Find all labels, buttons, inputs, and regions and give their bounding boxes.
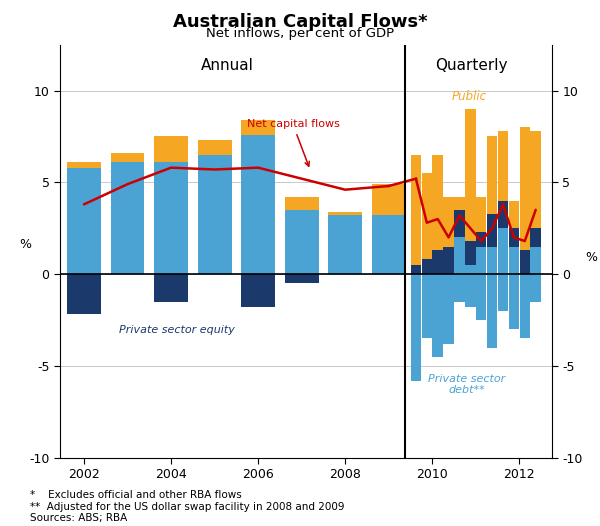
Bar — [509, 247, 519, 274]
Bar — [487, 214, 497, 247]
Text: Private sector equity: Private sector equity — [119, 325, 235, 335]
Bar — [443, 197, 454, 274]
Bar — [284, 274, 319, 284]
Bar — [476, 274, 487, 320]
Text: **  Adjusted for the US dollar swap facility in 2008 and 2009: ** Adjusted for the US dollar swap facil… — [30, 502, 344, 512]
Bar — [476, 232, 487, 247]
Bar — [67, 274, 101, 315]
Bar — [154, 274, 188, 301]
Bar — [498, 131, 508, 274]
Bar — [67, 162, 101, 168]
Text: Quarterly: Quarterly — [435, 57, 508, 73]
Bar — [241, 135, 275, 274]
Text: Net inflows, per cent of GDP: Net inflows, per cent of GDP — [206, 27, 394, 41]
Bar — [487, 247, 497, 274]
Bar — [284, 197, 319, 210]
Bar — [476, 247, 487, 274]
Bar — [487, 136, 497, 274]
Bar — [454, 237, 465, 274]
Bar — [509, 228, 519, 247]
Bar — [498, 274, 508, 311]
Bar — [433, 274, 443, 357]
Bar — [454, 210, 465, 237]
Bar — [197, 155, 232, 274]
Text: Sources: ABS; RBA: Sources: ABS; RBA — [30, 513, 127, 523]
Bar — [520, 127, 530, 274]
Bar — [422, 173, 432, 274]
Bar — [241, 274, 275, 307]
Y-axis label: %: % — [20, 238, 32, 251]
Bar — [509, 201, 519, 274]
Bar — [530, 228, 541, 247]
Bar — [241, 120, 275, 135]
Bar — [465, 241, 476, 265]
Bar — [110, 153, 145, 162]
Text: Net capital flows: Net capital flows — [247, 119, 340, 166]
Bar — [498, 228, 508, 274]
Bar — [67, 168, 101, 274]
Bar — [509, 274, 519, 329]
Y-axis label: %: % — [585, 251, 597, 264]
Bar — [487, 274, 497, 348]
Bar — [411, 265, 421, 274]
Bar — [520, 250, 530, 274]
Bar — [465, 265, 476, 274]
Bar — [530, 131, 541, 274]
Text: Public: Public — [452, 90, 487, 103]
Bar — [411, 274, 421, 380]
Bar — [498, 201, 508, 228]
Bar — [465, 274, 476, 307]
Bar — [284, 210, 319, 274]
Bar — [454, 274, 465, 301]
Bar — [530, 274, 541, 301]
Bar — [328, 215, 362, 274]
Bar — [443, 247, 454, 274]
Bar — [422, 274, 432, 338]
Text: Private sector
debt**: Private sector debt** — [428, 374, 506, 396]
Bar — [154, 162, 188, 274]
Text: *    Excludes official and other RBA flows: * Excludes official and other RBA flows — [30, 490, 242, 500]
Bar — [372, 184, 406, 215]
Bar — [110, 162, 145, 274]
Bar — [328, 211, 362, 215]
Bar — [411, 155, 421, 274]
Bar — [197, 140, 232, 155]
Text: Annual: Annual — [201, 57, 254, 73]
Bar — [433, 155, 443, 274]
Bar — [422, 259, 432, 274]
Bar — [476, 197, 487, 274]
Bar — [454, 197, 465, 274]
Bar — [530, 247, 541, 274]
Bar — [372, 215, 406, 274]
Bar — [520, 274, 530, 338]
Text: Australian Capital Flows*: Australian Capital Flows* — [173, 13, 427, 31]
Bar — [443, 274, 454, 344]
Bar — [465, 109, 476, 274]
Bar — [433, 250, 443, 274]
Bar — [154, 136, 188, 162]
